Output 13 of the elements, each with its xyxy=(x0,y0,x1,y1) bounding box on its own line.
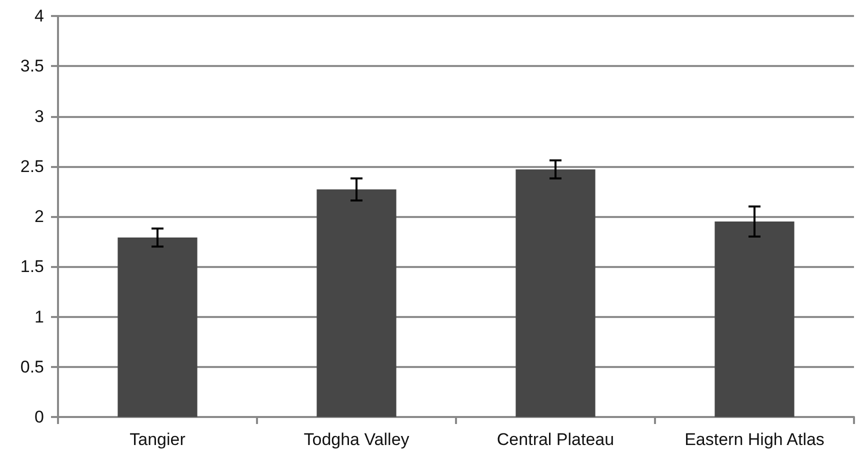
x-tick-label: Todgha Valley xyxy=(304,430,410,449)
y-tick-label: 3 xyxy=(34,106,44,126)
y-tick-label: 0.5 xyxy=(20,357,44,376)
x-tick-label: Eastern High Atlas xyxy=(684,430,824,449)
x-tick-label: Tangier xyxy=(130,430,186,449)
y-tick-label: 1 xyxy=(34,307,44,326)
y-tick-label: 3.5 xyxy=(20,56,44,76)
y-tick-label: 4 xyxy=(34,6,44,26)
y-tick-label: 2 xyxy=(34,207,44,226)
x-tick-label: Central Plateau xyxy=(496,430,614,449)
y-tick-label: 1.5 xyxy=(20,257,44,276)
y-tick-label: 0 xyxy=(34,408,44,426)
y-tick-label: 2.5 xyxy=(20,156,44,176)
